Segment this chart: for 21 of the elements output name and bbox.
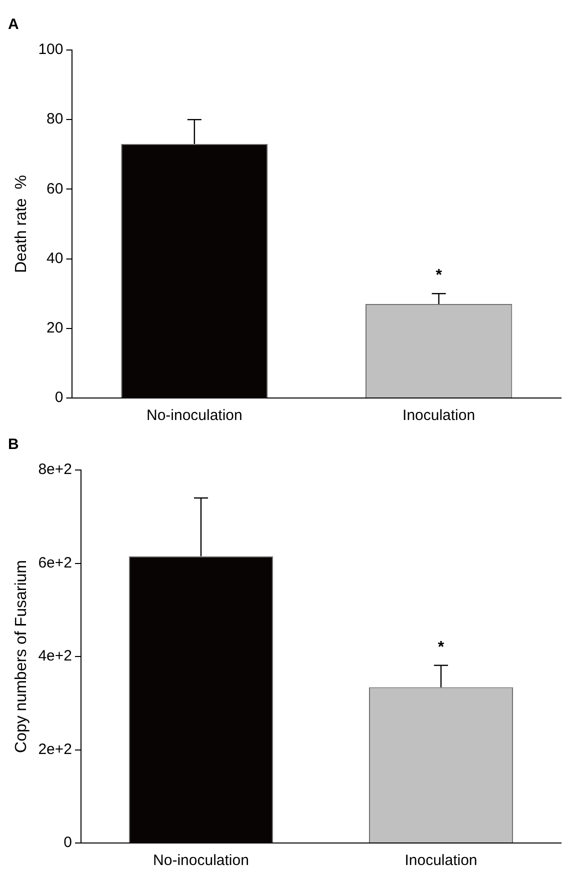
- y-tick-label: 80: [46, 110, 64, 128]
- y-tick-label: 2e+2: [38, 740, 72, 758]
- x-tick-label: No-inoculation: [146, 407, 242, 424]
- y-tick-label: 0: [64, 834, 72, 852]
- y-tick-label: 100: [38, 41, 64, 58]
- y-tick-label: 8e+2: [38, 461, 72, 478]
- y-axis-title: Death rate %: [13, 175, 30, 273]
- x-tick-label: Inoculation: [404, 852, 478, 870]
- chart-title: B: [8, 436, 19, 454]
- chart-title: A: [8, 16, 19, 34]
- y-tick-label: 6e+2: [38, 554, 72, 572]
- y-tick-label: 0: [54, 389, 64, 406]
- annotation: *: [438, 638, 445, 656]
- y-tick-label: 4e+2: [38, 648, 72, 665]
- y-tick-label: 60: [46, 180, 64, 198]
- y-tick-label: 40: [46, 250, 64, 267]
- y-tick-label: 20: [46, 320, 64, 337]
- x-tick-label: Inoculation: [402, 407, 476, 424]
- y-axis-title: Copy numbers of Fusarium: [13, 560, 30, 753]
- annotation: *: [436, 267, 443, 284]
- x-tick-label: No-inoculation: [153, 852, 249, 870]
